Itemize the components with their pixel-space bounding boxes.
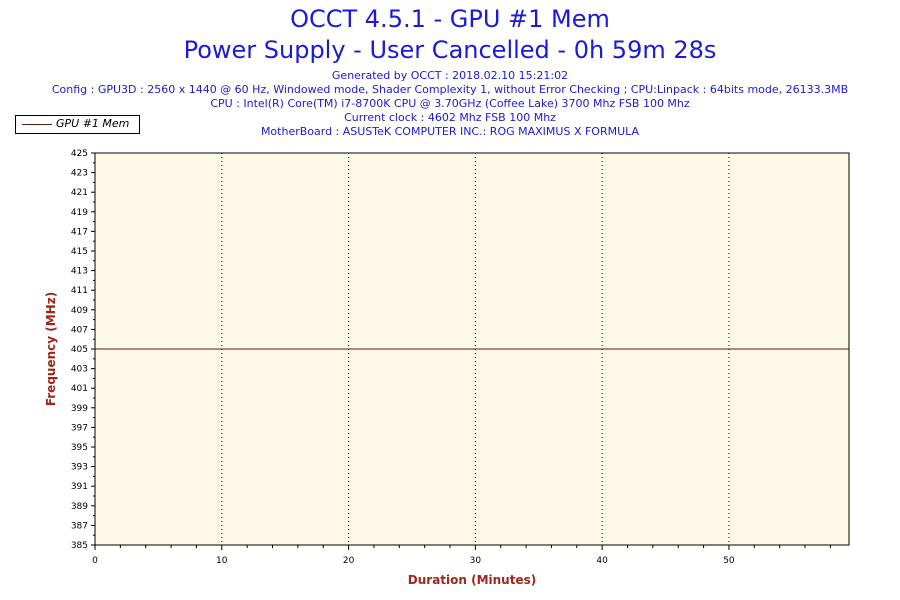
config-info: Config : GPU3D : 2560 x 1440 @ 60 Hz, Wi… [51, 83, 849, 96]
x-axis-title: Duration (Minutes) [408, 573, 536, 587]
chart-subtitle: Power Supply - User Cancelled - 0h 59m 2… [183, 36, 717, 64]
y-tick-label: 421 [71, 188, 88, 198]
x-tick-label: 40 [596, 556, 608, 566]
y-tick-label: 419 [71, 208, 88, 218]
x-tick-label: 0 [92, 556, 98, 566]
legend-label: GPU #1 Mem [56, 117, 130, 130]
y-axis-title: Frequency (MHz) [44, 292, 58, 406]
cpu-info: CPU : Intel(R) Core(TM) i7-8700K CPU @ 3… [210, 97, 690, 110]
y-tick-label: 391 [71, 482, 88, 492]
x-axis: 0 10 20 30 40 50 [92, 545, 831, 566]
y-tick-label: 399 [71, 404, 88, 414]
y-tick-label: 417 [71, 227, 88, 237]
y-tick-label: 389 [71, 502, 88, 512]
clock-info: Current clock : 4602 Mhz FSB 100 Mhz [344, 111, 556, 124]
y-tick-label: 395 [71, 443, 88, 453]
y-tick-label: 385 [71, 541, 88, 551]
generated-info: Generated by OCCT : 2018.02.10 15:21:02 [331, 69, 569, 82]
x-tick-label: 30 [470, 556, 482, 566]
y-tick-label: 423 [71, 169, 88, 179]
x-tick-label: 20 [343, 556, 355, 566]
chart-title: OCCT 4.5.1 - GPU #1 Mem [290, 5, 610, 33]
motherboard-info: MotherBoard : ASUSTeK COMPUTER INC.: ROG… [260, 125, 640, 138]
y-tick-label: 401 [71, 384, 88, 394]
chart-legend: GPU #1 Mem [15, 115, 140, 134]
legend-swatch [22, 124, 52, 125]
y-tick-label: 403 [71, 365, 88, 375]
y-tick-label: 397 [71, 423, 88, 433]
y-tick-label: 405 [71, 345, 88, 355]
y-tick-label: 407 [71, 325, 88, 335]
y-tick-label: 413 [71, 267, 88, 277]
y-tick-label: 387 [71, 521, 88, 531]
y-tick-label: 409 [71, 306, 88, 316]
y-tick-label: 425 [71, 149, 88, 159]
y-tick-label: 411 [71, 286, 88, 296]
y-tick-label: 415 [71, 247, 88, 257]
y-tick-label: 393 [71, 463, 88, 473]
x-tick-label: 50 [723, 556, 735, 566]
x-tick-label: 10 [216, 556, 228, 566]
y-axis: 385 387 389 391 393 395 397 399 401 403 405 407 409 4… [71, 149, 95, 551]
